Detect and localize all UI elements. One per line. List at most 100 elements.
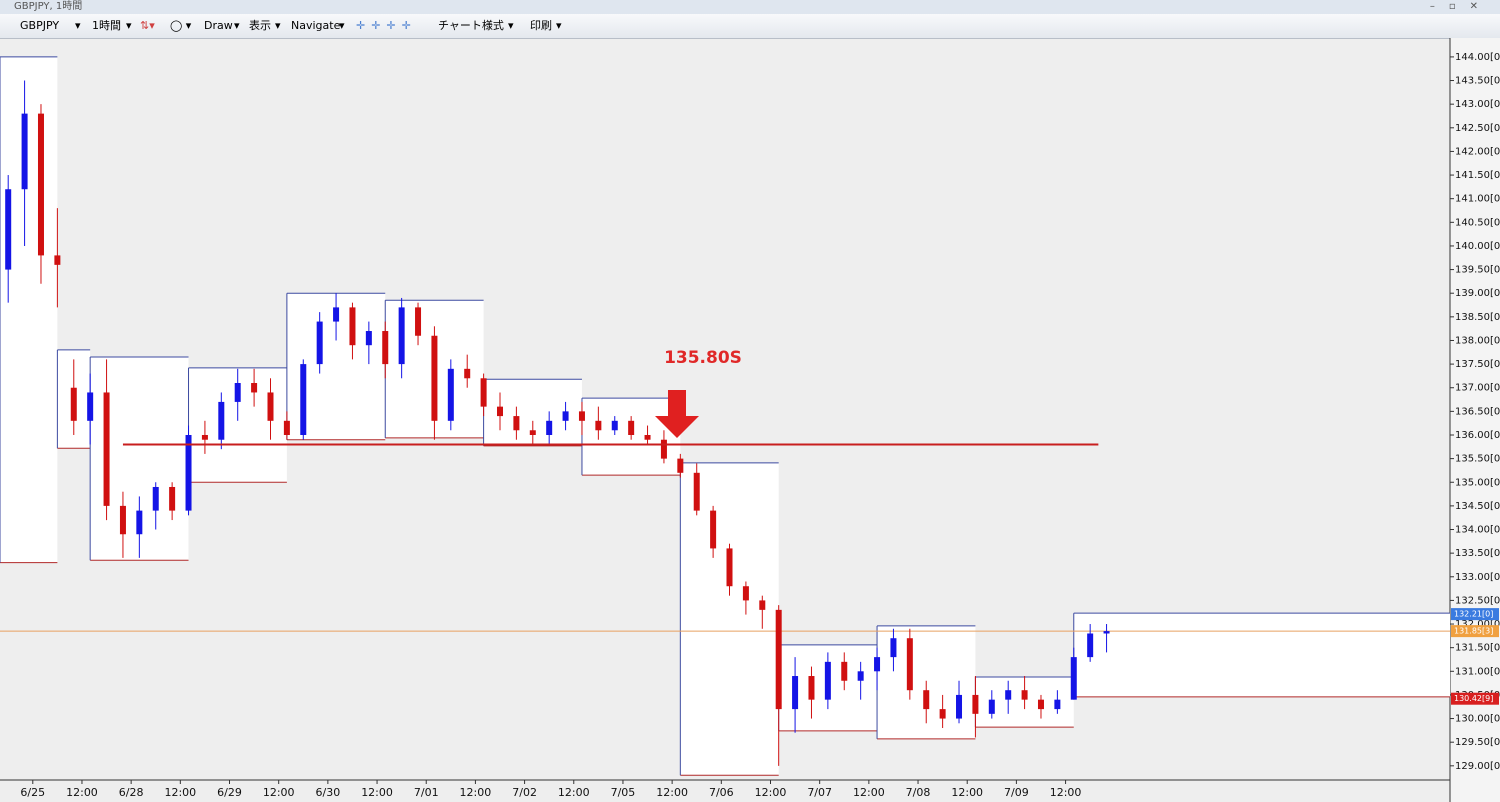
y-tick-label: 129.00[0] <box>1455 761 1500 772</box>
candle-body <box>365 331 372 346</box>
price-tag <box>1451 608 1499 621</box>
candle-body <box>480 378 487 407</box>
candle-body <box>546 420 553 435</box>
y-tick-label: 134.50[0] <box>1455 501 1500 512</box>
candle-body <box>595 420 602 431</box>
x-tick-label: 12:00 <box>951 786 983 799</box>
candle-body <box>136 510 143 535</box>
chart-style-menu[interactable]: チャート様式 <box>438 19 504 32</box>
x-tick-label: 12:00 <box>853 786 885 799</box>
window-controls[interactable]: –▫✕ <box>1429 1 1492 12</box>
candle-body <box>87 392 94 421</box>
dropdown-arrow: ▾ <box>508 19 514 32</box>
y-tick-label: 136.50[0] <box>1455 406 1500 417</box>
x-tick-label: 12:00 <box>263 786 295 799</box>
y-tick-label: 130.00[0] <box>1455 714 1500 725</box>
candle-body <box>201 434 208 440</box>
print-menu[interactable]: 印刷 <box>530 19 552 32</box>
candle-body <box>1070 657 1077 700</box>
x-tick-label: 7/06 <box>709 786 734 799</box>
candle-body <box>1054 699 1061 710</box>
candle-body <box>513 416 520 431</box>
y-tick-label: 144.00[0] <box>1455 52 1500 63</box>
x-tick-label: 7/01 <box>414 786 439 799</box>
x-tick-label: 12:00 <box>66 786 98 799</box>
candle-body <box>54 255 61 265</box>
candle-body <box>939 709 946 719</box>
y-tick-label: 135.50[0] <box>1455 454 1500 465</box>
x-tick-label: 12:00 <box>656 786 688 799</box>
price-tag <box>1451 692 1499 705</box>
candle-body <box>628 420 635 435</box>
y-tick-label: 141.00[0] <box>1455 194 1500 205</box>
dropdown-arrow: ▾ <box>339 19 345 32</box>
x-tick-label: 12:00 <box>558 786 590 799</box>
y-tick-label: 141.50[0] <box>1455 170 1500 181</box>
chart-type-button[interactable]: ⇅▾ <box>140 19 155 32</box>
x-tick-label: 6/29 <box>217 786 242 799</box>
candle-body <box>726 548 733 587</box>
candle-body <box>119 505 126 535</box>
candle-body <box>267 392 274 421</box>
window-title: GBPJPY, 1時間 <box>14 1 83 12</box>
y-tick-label: 135.00[0] <box>1455 477 1500 488</box>
candle-body <box>1037 699 1044 710</box>
chart: 135.80S129.00[0]129.50[0]130.00[0]130.50… <box>0 38 1500 802</box>
y-tick-label: 132.50[0] <box>1455 595 1500 606</box>
price-tag-label: 131.85[3] <box>1454 627 1493 636</box>
view-menu[interactable]: 表示 <box>249 19 271 32</box>
y-tick-label: 143.50[0] <box>1455 76 1500 87</box>
x-tick-label: 7/05 <box>611 786 636 799</box>
dropdown-arrow: ▾ <box>556 19 562 32</box>
shape-button[interactable]: ◯ ▾ <box>170 19 192 32</box>
x-tick-label: 7/02 <box>512 786 537 799</box>
dropdown-arrow: ▾ <box>126 19 132 32</box>
x-tick-label: 12:00 <box>755 786 787 799</box>
candle-body <box>890 638 897 658</box>
symbol-select[interactable]: GBPJPY <box>20 19 60 32</box>
draw-menu[interactable]: Draw <box>204 19 233 32</box>
candle-body <box>808 676 815 700</box>
candle-body <box>1087 633 1094 658</box>
candle-body <box>824 661 831 700</box>
candle-body <box>562 411 569 421</box>
candle-body <box>251 383 258 393</box>
candle-body <box>316 321 323 365</box>
candle-body <box>37 113 44 256</box>
candle-body <box>218 401 225 440</box>
timeframe-select[interactable]: 1時間 <box>92 19 121 32</box>
price-tag <box>1451 625 1499 638</box>
x-tick-label: 12:00 <box>460 786 492 799</box>
toolbar: GBPJPY ▾ 1時間 ▾ ⇅▾ ◯ ▾ Draw ▾ 表示 ▾ Naviga… <box>0 14 1500 39</box>
candle-body <box>660 439 667 459</box>
candle-body <box>956 694 963 719</box>
x-tick-label: 12:00 <box>1050 786 1082 799</box>
candle-body <box>529 430 536 435</box>
candle-body <box>70 387 77 421</box>
candle-body <box>283 420 290 435</box>
candle-body <box>333 307 340 322</box>
candle-body <box>578 411 585 421</box>
zoom-buttons[interactable]: ✛✛✛✛ <box>356 19 417 32</box>
x-tick-label: 7/08 <box>906 786 931 799</box>
title-bar: GBPJPY, 1時間 –▫✕ <box>0 0 1500 14</box>
y-tick-label: 131.50[0] <box>1455 643 1500 654</box>
y-tick-label: 142.50[0] <box>1455 123 1500 134</box>
candle-body <box>431 335 438 421</box>
y-tick-label: 143.00[0] <box>1455 99 1500 110</box>
candle-body <box>857 671 864 681</box>
candle-body <box>349 307 356 346</box>
range-box <box>0 56 58 563</box>
candle-body <box>693 472 700 511</box>
x-tick-label: 6/30 <box>316 786 341 799</box>
candle-body <box>382 331 389 365</box>
x-tick-label: 6/25 <box>20 786 45 799</box>
candle-body <box>1005 690 1012 700</box>
candle-body <box>759 600 766 610</box>
candle-body <box>988 699 995 714</box>
candle-body <box>710 510 717 549</box>
navigate-menu[interactable]: Navigate <box>291 19 341 32</box>
candle-body <box>497 406 503 417</box>
y-tick-label: 137.50[0] <box>1455 359 1500 370</box>
dropdown-arrow[interactable]: ▾ <box>75 19 81 32</box>
